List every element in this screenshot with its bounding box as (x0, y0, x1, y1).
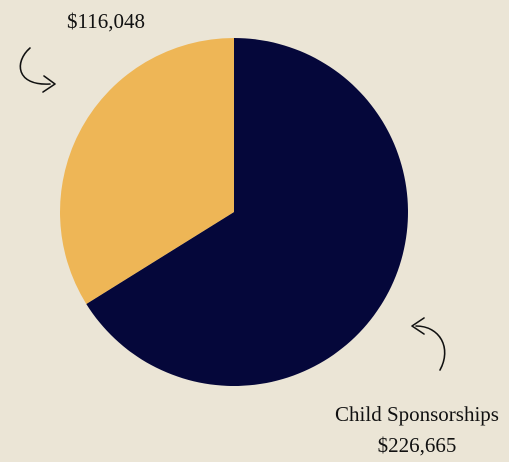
slice-1-label: Child Sponsorships (335, 402, 499, 426)
slice-2-arrow-icon (19, 47, 56, 93)
slice-2-value-label: $116,048 (67, 9, 145, 33)
pie-slices (60, 38, 408, 387)
pie-slice-2 (60, 38, 235, 304)
slice-1-arrow-icon (411, 317, 446, 371)
slice-1-value-label: $226,665 (378, 433, 457, 457)
pie-slice-1 (86, 38, 408, 387)
